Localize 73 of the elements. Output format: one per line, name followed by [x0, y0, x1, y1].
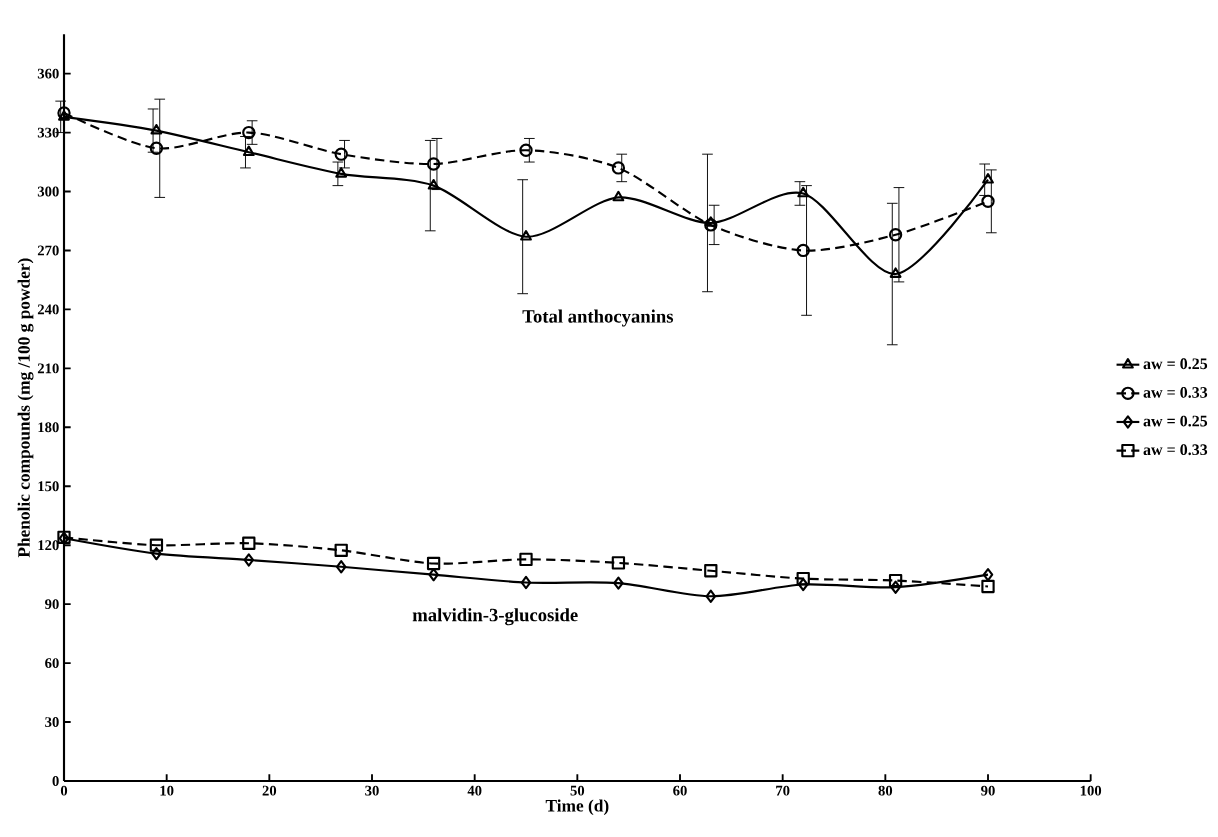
point: [611, 556, 626, 570]
y-tick-label: 150: [38, 481, 59, 492]
point: [335, 167, 348, 178]
point: [242, 125, 256, 140]
point: [426, 157, 441, 171]
point: [427, 178, 440, 190]
point: [334, 147, 348, 161]
point: [149, 141, 164, 155]
y-tick-label: 270: [37, 245, 59, 256]
y-axis-title: Phenolic compounds (mg /100 g powder): [17, 258, 34, 558]
point: [981, 194, 995, 209]
point: [796, 243, 810, 258]
point: [242, 536, 256, 550]
point: [888, 573, 903, 588]
x-axis-title: Time (d): [545, 799, 609, 816]
point: [888, 228, 903, 242]
point: [57, 106, 71, 120]
point: [981, 579, 995, 594]
x-tick-label: 50: [570, 785, 585, 796]
y-tick-label: 90: [45, 599, 59, 610]
point: [150, 123, 163, 135]
x-tick-label: 100: [1080, 785, 1102, 796]
x-tick-label: 30: [365, 785, 379, 796]
point: [890, 580, 901, 594]
y-tick-label: 30: [45, 717, 59, 727]
annotation: malvidin-3-glucoside: [412, 608, 578, 626]
legend-label: aw = 0.25: [1143, 358, 1208, 370]
x-tick-label: 40: [467, 785, 482, 796]
point: [426, 556, 441, 571]
y-tick-label: 300: [37, 186, 59, 197]
x-tick-label: 90: [981, 785, 995, 796]
point: [242, 145, 255, 157]
y-tick-label: 210: [37, 363, 59, 374]
point: [982, 568, 994, 582]
point: [982, 173, 994, 184]
legend-label: aw = 0.33: [1143, 387, 1208, 398]
y-tick-label: 120: [38, 540, 59, 551]
legend-label: aw = 0.25: [1143, 415, 1208, 427]
point: [519, 143, 533, 157]
point: [520, 575, 532, 590]
point: [334, 543, 348, 557]
point: [58, 110, 70, 121]
y-tick-label: 180: [38, 422, 59, 433]
y-tick-label: 0: [52, 776, 59, 786]
y-tick-label: 60: [45, 658, 59, 669]
point: [797, 577, 809, 592]
point: [889, 267, 902, 278]
point: [611, 161, 626, 175]
x-tick-label: 60: [673, 785, 687, 796]
point: [613, 576, 624, 590]
y-tick-label: 240: [37, 304, 59, 315]
x-tick-label: 80: [878, 785, 893, 796]
point: [151, 546, 162, 561]
x-tick-label: 20: [262, 785, 277, 796]
point: [519, 552, 533, 567]
point: [796, 571, 810, 586]
point: [520, 230, 532, 241]
annotation: Total anthocyanins: [522, 309, 674, 327]
legend-label: aw = 0.33: [1143, 444, 1208, 456]
point: [797, 186, 810, 198]
point: [335, 560, 347, 574]
y-tick-label: 330: [37, 127, 59, 138]
point: [704, 564, 718, 578]
point: [149, 538, 164, 552]
point: [704, 218, 718, 232]
x-tick-label: 10: [160, 785, 174, 796]
point: [428, 568, 439, 582]
x-tick-label: 70: [776, 785, 790, 796]
point: [705, 589, 717, 603]
x-tick-label: 0: [60, 785, 68, 796]
point: [612, 190, 625, 202]
point: [243, 553, 255, 567]
y-tick-label: 360: [37, 68, 59, 79]
